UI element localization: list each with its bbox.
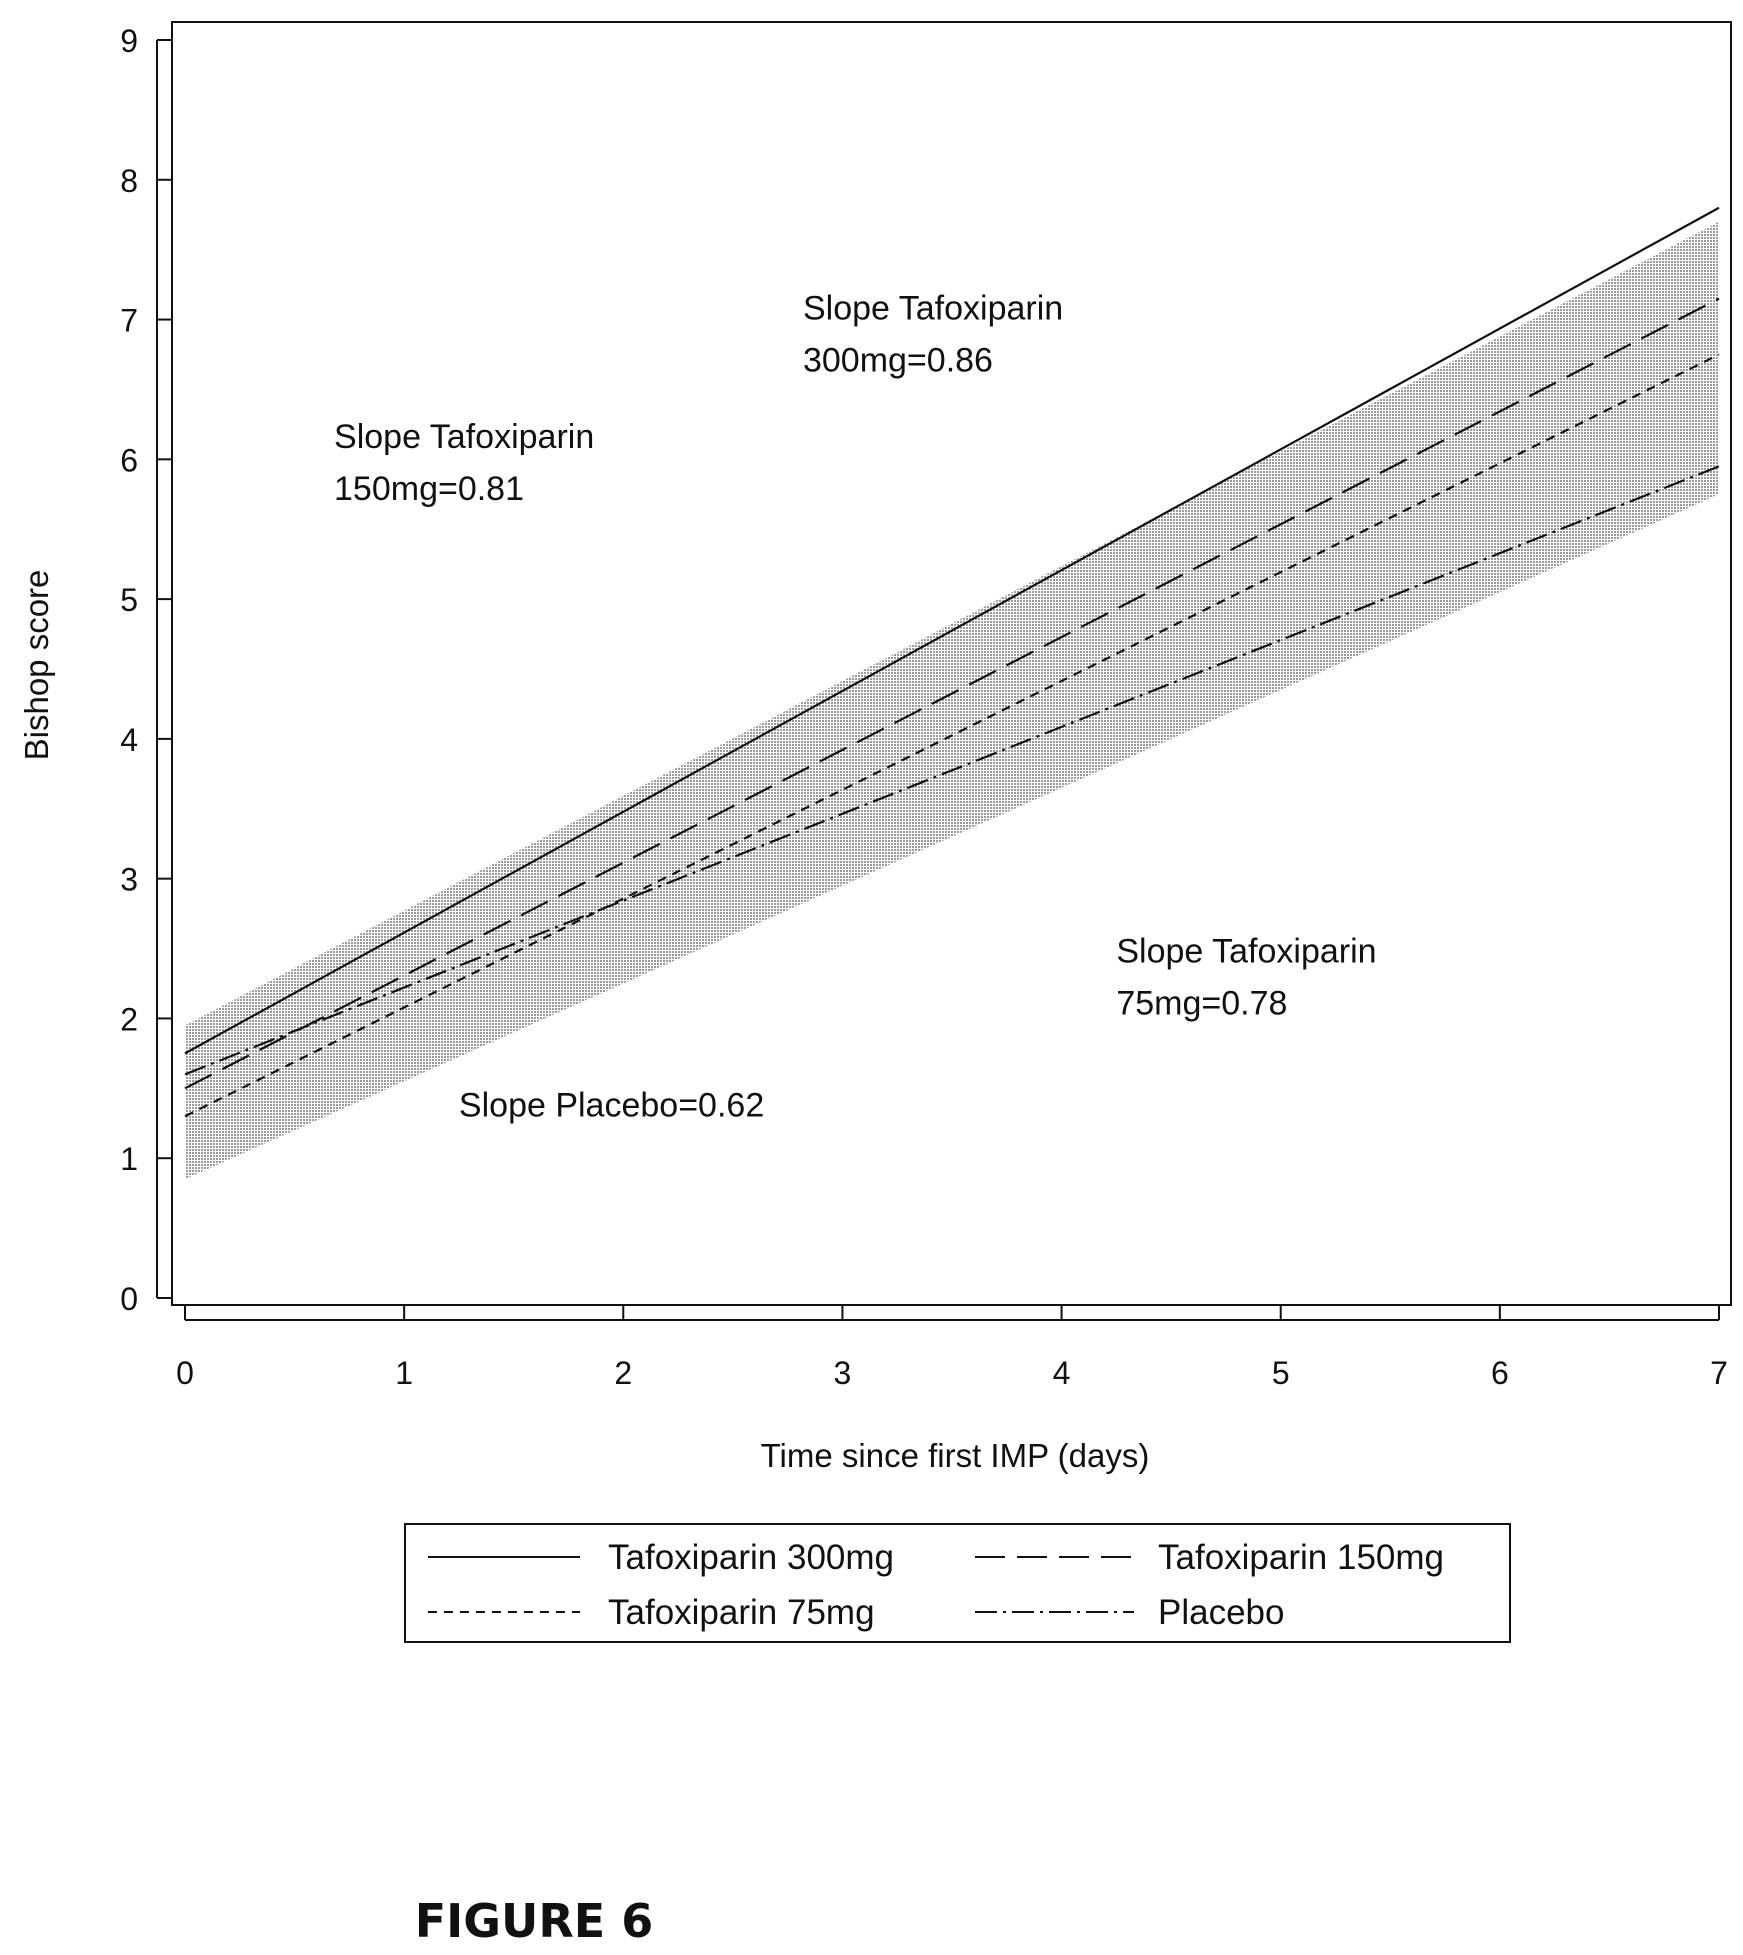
confidence-band <box>185 221 1719 1180</box>
y-axis-title: Bishop score <box>18 570 55 761</box>
x-tick-label: 7 <box>1710 1355 1728 1391</box>
slope-annotation-line: Slope Placebo=0.62 <box>459 1086 764 1124</box>
x-axis-title: Time since first IMP (days) <box>761 1437 1150 1474</box>
slope-annotation: Slope Tafoxiparin 150mg=0.81 <box>334 418 594 508</box>
legend-label: Tafoxiparin 75mg <box>608 1593 875 1632</box>
y-tick-label: 2 <box>120 1001 138 1037</box>
series-line-3 <box>184 353 1720 1118</box>
y-tick-label: 9 <box>120 23 138 59</box>
legend-label: Tafoxiparin 150mg <box>1158 1538 1444 1577</box>
series-layer <box>184 206 1720 1118</box>
series-line-4 <box>184 465 1720 1076</box>
slope-annotation: Slope Placebo=0.62 <box>459 1086 764 1124</box>
slope-annotation-line: 150mg=0.81 <box>334 470 524 508</box>
figure-label: FIGURE 6 <box>415 1894 654 1948</box>
y-tick-label: 5 <box>120 582 138 618</box>
legend: Tafoxiparin 300mg Tafoxiparin 150mg Tafoxi… <box>404 1523 1511 1643</box>
plot-frame <box>171 21 1732 1306</box>
slope-annotation-line: 75mg=0.78 <box>1116 985 1287 1023</box>
legend-box <box>404 1523 1511 1643</box>
x-tick-label: 6 <box>1491 1355 1509 1391</box>
legend-entries: Tafoxiparin 300mg Tafoxiparin 150mg Tafoxi… <box>428 1538 1444 1632</box>
y-tick-label: 3 <box>120 862 138 898</box>
slope-annotation-line: Slope Tafoxiparin <box>803 290 1063 328</box>
slope-annotation-line: Slope Tafoxiparin <box>1116 933 1376 971</box>
x-axis: 0 1 2 3 4 5 6 7 <box>176 1305 1728 1391</box>
x-tick-label: 3 <box>834 1355 852 1391</box>
x-tick-label: 5 <box>1272 1355 1290 1391</box>
y-axis: 0 1 2 3 4 5 6 7 8 9 <box>120 23 172 1317</box>
y-tick-label: 8 <box>120 163 138 199</box>
series-line-1 <box>184 206 1720 1055</box>
slope-annotation-line: Slope Tafoxiparin <box>334 418 594 456</box>
y-tick-label: 1 <box>120 1141 138 1177</box>
x-tick-label: 0 <box>176 1355 194 1391</box>
legend-label: Placebo <box>1158 1593 1284 1632</box>
slope-annotation: Slope Tafoxiparin 75mg=0.78 <box>1116 933 1376 1023</box>
y-tick-label: 7 <box>120 303 138 339</box>
y-tick-label: 0 <box>120 1281 138 1317</box>
x-tick-label: 4 <box>1053 1355 1071 1391</box>
confidence-band-layer <box>185 221 1719 1180</box>
slope-annotation-line: 300mg=0.86 <box>803 342 993 380</box>
y-tick-label: 4 <box>120 722 138 758</box>
slope-annotation: Slope Tafoxiparin 300mg=0.86 <box>803 290 1063 380</box>
x-tick-label: 1 <box>395 1355 413 1391</box>
y-tick-label: 6 <box>120 442 138 478</box>
series-line-2 <box>184 297 1720 1090</box>
legend-label: Tafoxiparin 300mg <box>608 1538 894 1577</box>
x-tick-label: 2 <box>614 1355 632 1391</box>
